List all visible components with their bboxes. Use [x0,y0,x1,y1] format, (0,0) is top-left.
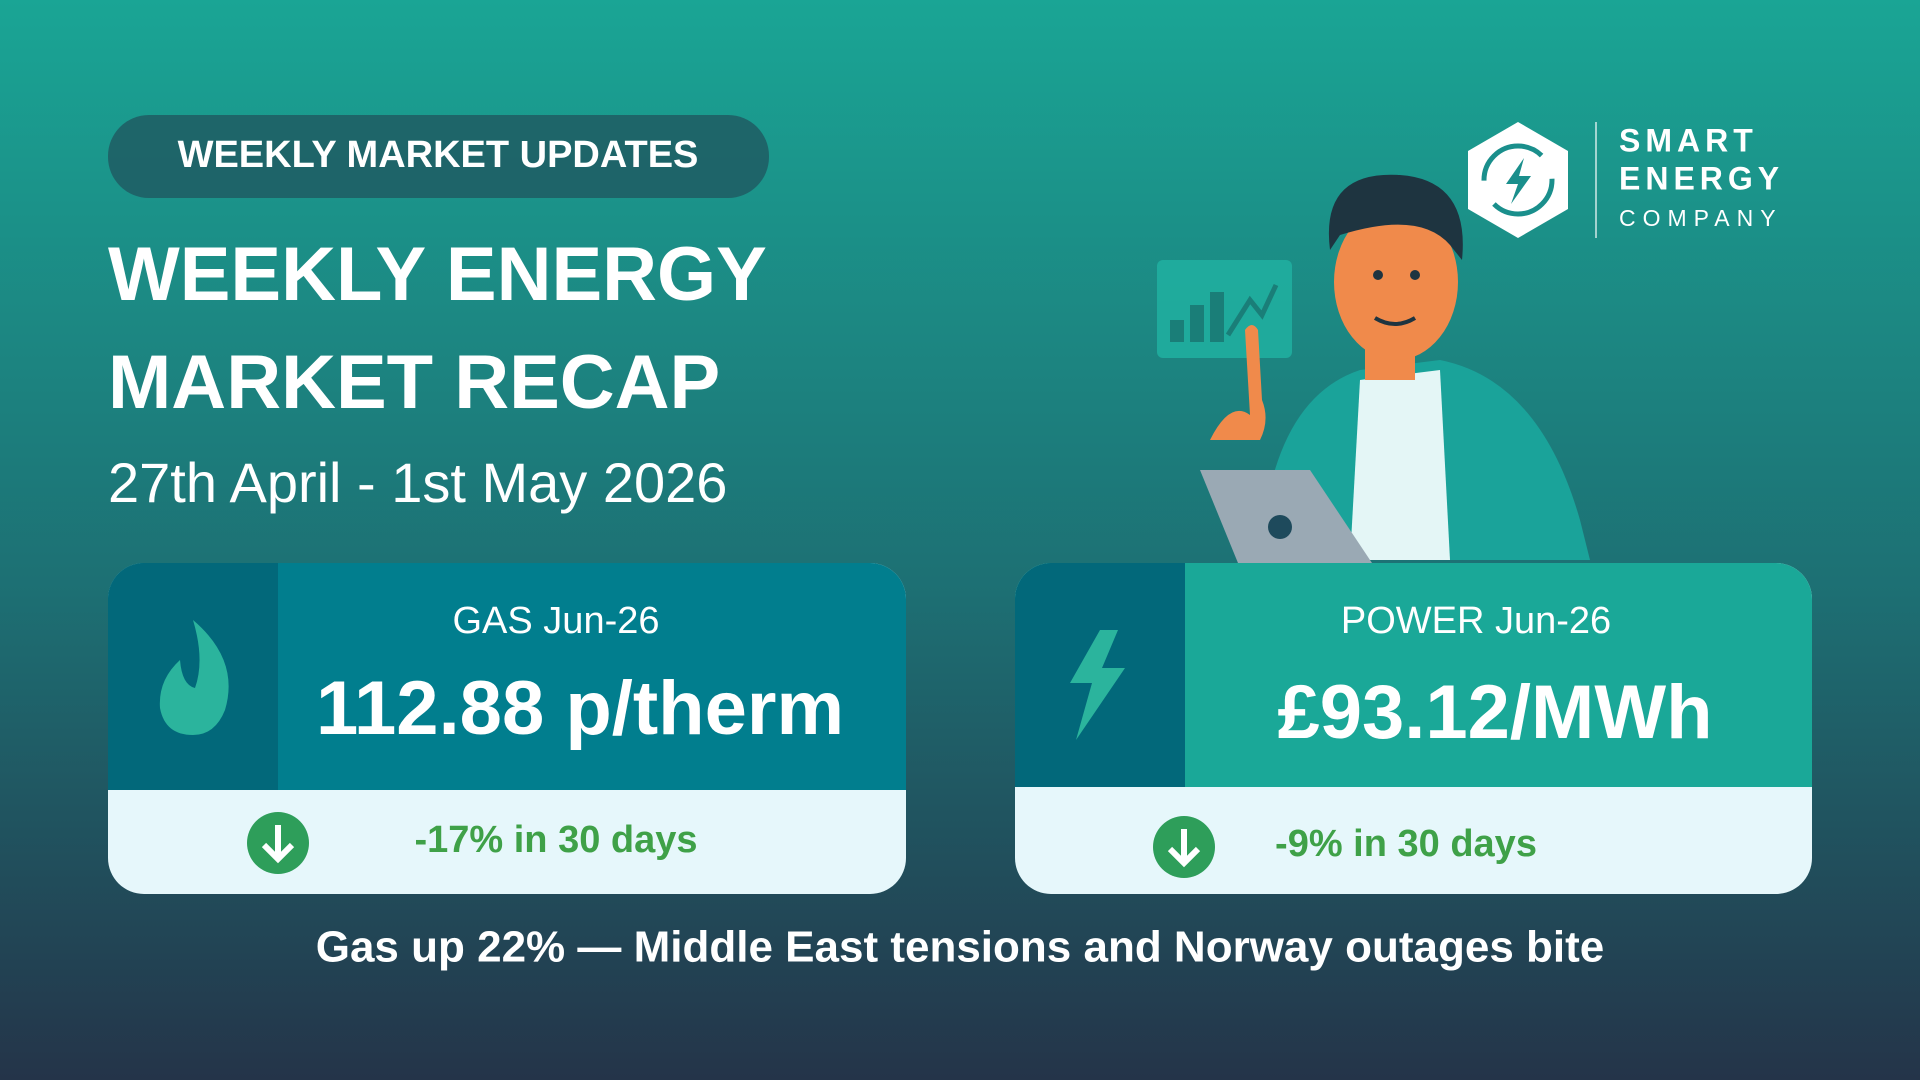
card-label: GAS Jun-26 [453,600,660,642]
badge-pill [108,115,769,198]
card-price: 112.88 p/therm [316,666,844,751]
card-change: -17% in 30 days [414,819,697,861]
illustration [1157,174,1590,563]
date: 27th April - 1st May 2026 [108,451,727,514]
logo-text: COMPANY [1619,205,1783,231]
power-card [1015,563,1812,894]
logo-ring [1481,143,1555,217]
title-line: WEEKLY ENERGY [108,232,767,317]
logo-text: ENERGY [1619,160,1784,196]
headline: Gas up 22% — Middle East tensions and No… [316,923,1605,972]
card-label: POWER Jun-26 [1341,600,1611,642]
badge-text: WEEKLY MARKET UPDATES [178,134,699,176]
card-price: £93.12/MWh [1277,670,1712,755]
card-change: -9% in 30 days [1275,823,1537,865]
logo-text: SMART [1619,122,1758,158]
gas-card [108,563,906,894]
title-line: MARKET RECAP [108,340,720,425]
logo-bolt [1506,158,1531,204]
